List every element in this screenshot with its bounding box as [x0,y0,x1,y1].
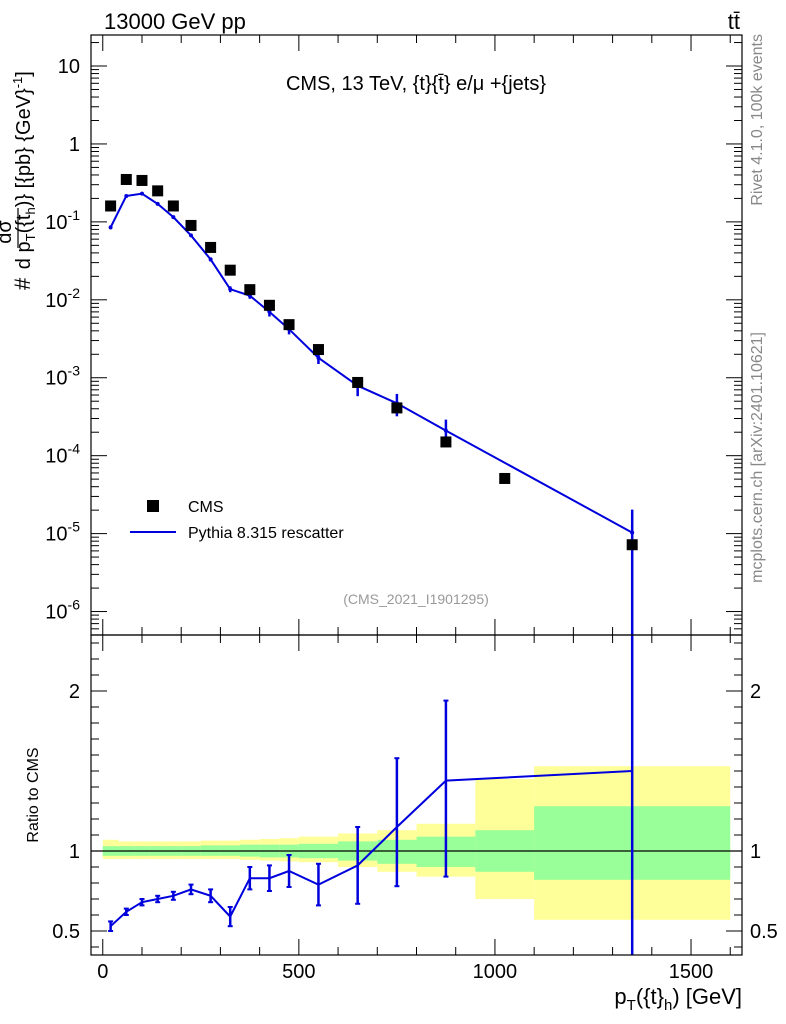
x-tick-label: 1000 [473,961,518,983]
pythia-point [443,428,448,433]
legend-marker-cms [147,500,159,512]
x-tick-label: 0 [97,961,108,983]
main-y-tick-label: 10-5 [45,519,80,546]
main-y-axis-label: # d pT({th)} [{pb} {GeV}-1] [10,71,38,290]
ratio-axis-ticks [91,635,742,955]
cms-data-point [391,402,403,414]
main-y-tick-label: 10-3 [45,363,80,390]
legend-label-cms: CMS [188,499,224,516]
pythia-point [208,257,213,262]
ratio-bands [102,766,731,920]
cms-data-point [352,376,364,388]
pythia-point [155,201,160,206]
cms-data-point [263,299,275,311]
main-y-axis-label-numerator: dσ [0,220,16,244]
ratio-y-tick-label-right: 0.5 [750,921,778,943]
pythia-point [267,309,272,314]
cms-data-point [136,174,148,186]
ratio-frame [90,634,743,956]
ratio-y-tick-label-left: 2 [69,681,80,703]
legend-label-pythia: Pythia 8.315 rescatter [188,525,344,542]
cms-data-point [105,200,117,212]
rivet-label: Rivet 4.1.0, 100k events [749,34,766,206]
ratio-y-tick-labels: 0.5 0.5 1 1 2 2 [52,681,778,943]
main-y-tick-label: 10-1 [45,207,80,234]
ratio-y-tick-label-left: 1 [69,841,80,863]
main-y-tick-labels: 10-6 10-5 10-4 10-3 10-2 10-1 1 10 [45,56,80,624]
cms-data-point [499,472,511,484]
cms-data-point [626,539,638,551]
cms-data-point [167,200,179,212]
cms-data-point [205,241,217,253]
ratio-y-tick-label-right: 2 [750,681,761,703]
main-mc-series [108,191,635,635]
cms-data-point [120,173,132,185]
pythia-point [124,193,129,198]
main-frame [90,34,743,636]
main-title: CMS, 13 TeV, {t}{t̄} e/μ +{jets} [286,73,546,95]
cms-data-point [283,319,295,331]
x-axis-label: pT({t}h) [GeV] [614,984,742,1014]
ratio-y-tick-label-right: 1 [750,841,761,863]
main-data-series [105,173,638,551]
cms-data-point [440,436,452,448]
x-tick-label: 500 [282,961,315,983]
main-y-tick-label: 10-4 [45,441,80,468]
main-y-tick-label: 1 [69,134,80,156]
pythia-point [139,191,144,196]
main-y-tick-label: 10 [58,56,80,78]
cms-data-point [244,284,256,296]
pythia-point [108,225,113,230]
x-tick-label: 1500 [669,961,714,983]
main-axis-ticks [91,35,742,636]
mcplots-label: mcplots.cern.ch [arXiv:2401.10621] [749,332,766,583]
ratio-panel: 0.5 0.5 1 1 2 2 0 500 1000 1500 Ratio to CMS pT(… [25,634,778,1014]
pythia-point [189,233,194,238]
cms-data-point [224,264,236,276]
ratio-pythia-line [109,770,633,927]
analysis-tag: (CMS_2021_I1901295) [343,591,489,607]
pythia-point [228,287,233,292]
header-right-label: tt̄ [728,9,740,34]
pythia-point [171,215,176,220]
cms-data-point [185,219,197,231]
ratio-y-axis-label: Ratio to CMS [25,747,42,842]
cms-data-point [152,185,164,197]
pythia-line [109,192,633,534]
ratio-y-tick-label-left: 0.5 [52,921,80,943]
cms-data-point [312,344,324,356]
pythia-point [630,530,635,535]
pythia-point [316,355,321,360]
header-left-label: 13000 GeV pp [104,9,246,34]
ratio-x-tick-labels: 0 500 1000 1500 [97,961,713,983]
main-y-tick-label: 10-2 [45,285,80,312]
main-panel: 10-6 10-5 10-4 10-3 10-2 10-1 1 10 CMS, 13 TeV,… [0,34,743,636]
ratio-mc-series [108,635,634,955]
main-y-tick-label: 10-6 [45,597,80,624]
legend: CMS Pythia 8.315 rescatter [130,499,344,542]
